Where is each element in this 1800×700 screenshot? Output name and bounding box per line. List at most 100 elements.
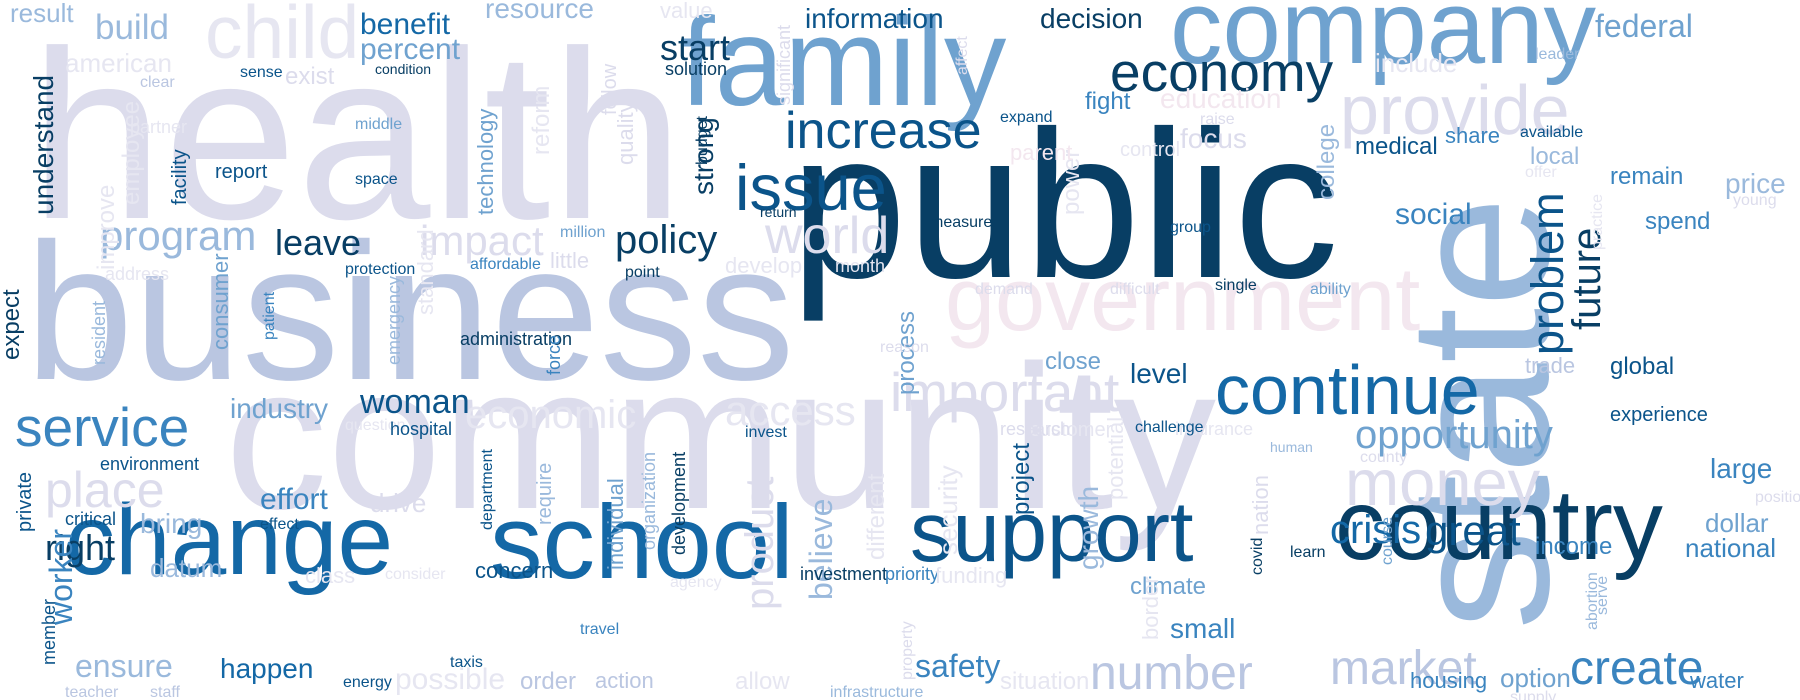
word-middle: middle	[355, 116, 403, 133]
word-course: course	[1379, 516, 1396, 565]
word-result: result	[10, 0, 74, 28]
word-partner: partner	[130, 117, 188, 137]
word-possible: possible	[395, 663, 506, 696]
word-difficult: difficult	[1110, 281, 1160, 298]
word-bring: bring	[140, 508, 203, 539]
word-customer: customer	[1030, 419, 1113, 441]
word-development: development	[669, 451, 689, 555]
word-patient: patient	[261, 291, 278, 340]
word-option: option	[1500, 663, 1571, 693]
word-covid: covid	[1249, 537, 1266, 575]
word-remain: remain	[1610, 163, 1684, 190]
word-follow: follow	[599, 63, 621, 115]
word-measure: measure	[930, 214, 993, 231]
word-exist: exist	[285, 63, 335, 90]
word-consider: consider	[385, 566, 446, 583]
word-return: return	[760, 204, 797, 220]
word-social: social	[1395, 198, 1472, 231]
word-start: start	[660, 27, 731, 68]
word-parent: parent	[1010, 140, 1073, 165]
word-spend: spend	[1645, 208, 1711, 235]
word-medical: medical	[1355, 133, 1438, 160]
word-increase: increase	[785, 102, 982, 160]
word-opportunity: opportunity	[1355, 413, 1553, 457]
word-global: global	[1610, 353, 1675, 380]
word-place: place	[45, 462, 165, 518]
word-world: world	[765, 207, 890, 265]
word-support: support	[910, 485, 1194, 580]
word-leave: leave	[275, 222, 362, 263]
word-demand: demand	[975, 281, 1033, 298]
word-datum: datum	[150, 553, 223, 583]
word-american: american	[65, 48, 172, 78]
word-family: family	[680, 0, 1007, 132]
word-nation: nation	[1248, 475, 1273, 535]
word-organization: organization	[639, 451, 659, 550]
word-effect: effect	[260, 516, 299, 533]
word-market: market	[1330, 642, 1477, 695]
word-climate: climate	[1130, 573, 1207, 600]
word-change: change	[65, 484, 394, 596]
word-experience: experience	[1610, 404, 1708, 426]
word-industry: industry	[230, 393, 329, 424]
word-young: young	[1733, 192, 1777, 209]
word-budget: budget	[694, 116, 711, 165]
word-housing: housing	[1410, 668, 1488, 693]
word-education: education	[1160, 83, 1282, 114]
word-believe: believe	[803, 498, 839, 600]
word-space: space	[355, 171, 398, 188]
word-understand: understand	[28, 74, 59, 215]
word-provide: provide	[1340, 71, 1570, 149]
word-ensure: ensure	[75, 648, 173, 684]
word-service: service	[15, 396, 190, 458]
word-national: national	[1685, 533, 1777, 563]
word-share: share	[1445, 123, 1501, 148]
word-month: month	[835, 256, 886, 276]
word-improve: improve	[93, 184, 120, 270]
word-serve: serve	[1594, 575, 1611, 615]
word-develop: develop	[725, 253, 803, 278]
word-income: income	[1535, 533, 1613, 560]
word-price: price	[1725, 168, 1786, 199]
word-insurance: insurance	[1175, 419, 1254, 439]
word-supply: supply	[1510, 689, 1557, 700]
word-require: require	[534, 462, 556, 525]
word-administration: administration	[460, 329, 573, 349]
word-affordable: affordable	[470, 256, 541, 273]
word-project: project	[1008, 442, 1035, 515]
word-infrastructure: infrastructure	[830, 684, 924, 700]
word-member: member	[39, 598, 59, 665]
word-border: border	[1138, 576, 1163, 640]
word-focus: focus	[1180, 123, 1247, 154]
word-economic: economic	[465, 393, 637, 437]
word-great: great	[1425, 507, 1521, 554]
word-protection: protection	[345, 261, 416, 278]
word-hospital: hospital	[390, 419, 453, 439]
word-available: available	[1520, 124, 1584, 141]
word-order: order	[520, 668, 577, 695]
word-practice: practice	[1589, 193, 1606, 250]
word-consumer: consumer	[208, 253, 233, 350]
word-solution: solution	[665, 59, 728, 79]
word-happen: happen	[220, 653, 314, 684]
word-teacher: teacher	[65, 684, 119, 700]
word-issue: issue	[735, 151, 887, 224]
word-water: water	[1690, 668, 1744, 693]
word-information: information	[805, 3, 944, 34]
word-trade: trade	[1525, 353, 1576, 378]
word-affect: affect	[954, 36, 971, 75]
word-condition: condition	[375, 61, 432, 77]
word-leader: leader	[1535, 46, 1580, 63]
word-safety: safety	[915, 648, 1001, 684]
word-impact: impact	[420, 217, 544, 264]
word-situation: situation	[1000, 668, 1090, 695]
word-priority: priority	[885, 564, 940, 584]
word-public: public	[790, 87, 1339, 322]
word-emergency: emergency	[384, 275, 404, 365]
word-different: different	[863, 473, 890, 560]
word-create: create	[1570, 642, 1704, 695]
word-reason: reason	[880, 339, 929, 356]
word-security: security	[933, 465, 963, 555]
word-point: point	[625, 264, 660, 281]
word-standard: standard	[413, 229, 438, 315]
